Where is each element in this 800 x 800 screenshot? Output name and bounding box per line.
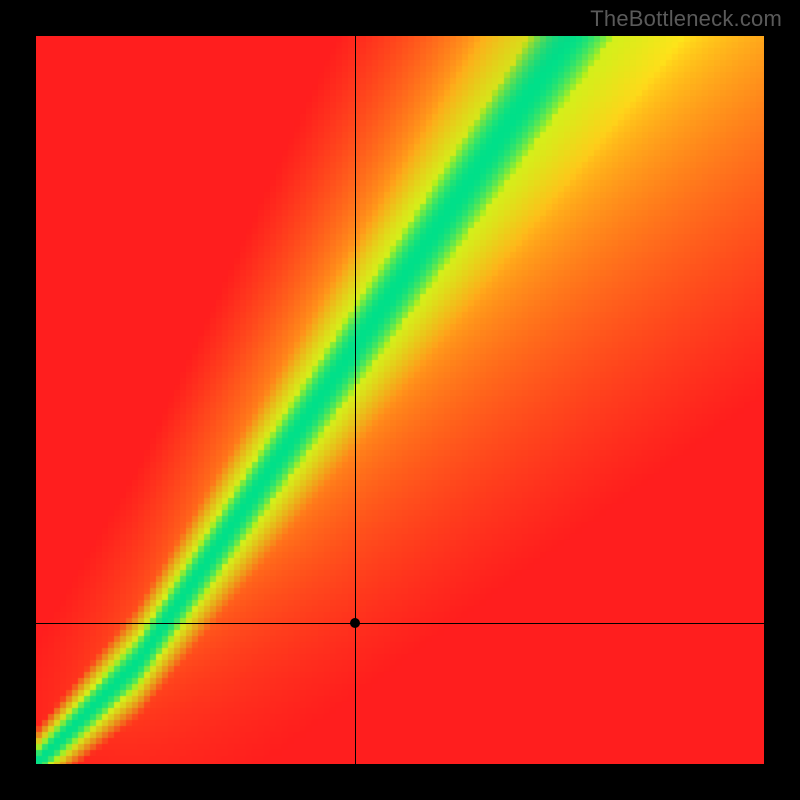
crosshair-vertical	[355, 36, 356, 764]
crosshair-horizontal	[36, 623, 764, 624]
heatmap-canvas	[36, 36, 764, 764]
crosshair-marker	[350, 618, 360, 628]
heatmap-plot	[36, 36, 764, 764]
watermark-text: TheBottleneck.com	[590, 6, 782, 32]
